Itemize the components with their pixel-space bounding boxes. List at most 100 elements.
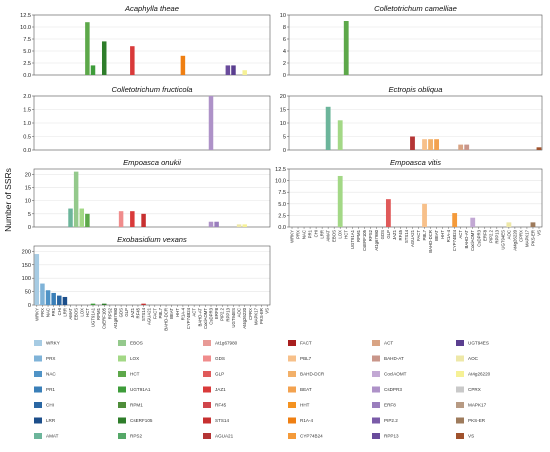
legend-label: FACT — [300, 341, 312, 346]
x-tick-label: PIP2.2 — [220, 307, 225, 321]
x-tick-label: WRKY — [290, 230, 295, 243]
legend-swatch — [34, 417, 42, 424]
legend-swatch — [203, 402, 211, 408]
y-tick-label: 6 — [283, 37, 286, 43]
legend-item: NAC — [34, 371, 56, 377]
x-tick-label: BAHD-DCR — [428, 230, 433, 253]
y-tick-label: 50 — [25, 290, 31, 296]
y-tick-label: 0 — [28, 225, 31, 231]
legend-item: MAPK17 — [456, 402, 487, 408]
legend-swatch — [372, 371, 380, 377]
bar-AOC — [236, 224, 242, 227]
legend-item: ACT — [372, 340, 393, 346]
x-tick-label: BAHD-DCR — [164, 308, 169, 331]
x-tick-label: MAPK17 — [524, 229, 529, 247]
legend-label: STS14 — [215, 418, 229, 423]
legend-item: AOC — [456, 355, 479, 362]
bar-AMAT — [325, 106, 331, 150]
x-tick-label: CHI — [57, 308, 62, 315]
legend-label: AMAT — [46, 434, 59, 439]
legend-swatch — [34, 402, 42, 408]
bar-WRKY — [34, 254, 40, 305]
legend-label: PRX — [46, 356, 55, 361]
x-tick-label: At4g26220 — [242, 307, 247, 328]
legend-swatch — [118, 386, 126, 393]
legend-item: CoclAOMT — [372, 371, 407, 377]
x-tick-label: EBOS — [332, 230, 337, 242]
legend-label: BEAT — [300, 387, 312, 392]
x-tick-label: GLP — [386, 230, 391, 239]
legend-item: CsDPR3 — [372, 386, 402, 393]
legend-label: CPRX — [468, 387, 481, 392]
x-tick-label: AGUA21 — [147, 307, 152, 325]
plot-frame — [33, 168, 271, 228]
legend-swatch — [203, 386, 211, 393]
legend-item: BAHD-AT — [372, 355, 404, 362]
x-tick-label: PKS-ER — [530, 230, 535, 246]
x-tick-label: GDS — [380, 230, 385, 239]
legend-item: AGUA21 — [203, 433, 234, 439]
legend-item: FACT — [288, 340, 312, 346]
bar-CoclAOMT — [470, 217, 476, 227]
x-tick-label: CPRX — [518, 230, 523, 242]
legend-item: At4g26220 — [456, 371, 491, 377]
bar-LOX — [337, 175, 343, 227]
panels: 0.0 2.5 5.0 7.5 10.0 12.5 Acaphylla theae 0 2 4 6 8… — [20, 4, 543, 331]
x-tick-label: JAZ1 — [130, 307, 135, 318]
legend-label: UGT94ES — [468, 341, 489, 346]
x-tick-label: CsDPR3 — [476, 229, 481, 246]
bar-PR1 — [51, 292, 56, 305]
y-tick-label: 5 — [28, 212, 31, 218]
legend-item: CYP74B24 — [288, 433, 323, 439]
y-tick-label: 5.0 — [23, 49, 31, 55]
legend-item: HCT — [118, 371, 140, 377]
bar-CsDPR3 — [208, 221, 214, 227]
x-tick-label: LRR — [62, 308, 67, 317]
y-tick-label: 4 — [283, 49, 286, 55]
x-tick-label: STS14 — [404, 229, 409, 243]
y-tick-label: 2.5 — [23, 61, 31, 67]
y-tick-label: 10 — [25, 199, 31, 205]
legend-label: CYP74B24 — [300, 434, 323, 439]
panel-5: 0 5 10 15 20 Empoasca onukii — [25, 158, 271, 231]
legend-swatch — [288, 371, 296, 377]
legend-item: PIP2.2 — [372, 417, 398, 424]
x-tick-label: UGT94ES — [500, 230, 505, 250]
legend-swatch — [288, 386, 296, 393]
bar-CsERF105 — [101, 303, 107, 305]
y-tick-label: 1.5 — [23, 108, 31, 114]
x-tick-label: CoclAOMT — [203, 308, 208, 329]
legend-label: HCT — [130, 372, 140, 377]
y-tick-label: 10.0 — [275, 179, 286, 185]
legend-label: AGUA21 — [215, 434, 234, 439]
bar-LRR — [62, 296, 68, 305]
bar-R1A-4 — [180, 55, 186, 75]
x-tick-label: PRX — [296, 230, 301, 239]
legend-label: RPP13 — [384, 434, 399, 439]
legend-label: ERF8 — [384, 403, 396, 408]
y-tick-label: 15 — [280, 108, 286, 114]
bar-At4g26220 — [242, 224, 247, 227]
legend-item: STS14 — [203, 417, 229, 424]
x-tick-label: RPS2 — [107, 307, 112, 319]
bar-GLP — [385, 199, 391, 227]
x-tick-label: PKS-ER — [259, 308, 264, 324]
x-tick-label: FACT — [416, 230, 421, 241]
bar-CsDPR3 — [208, 96, 214, 150]
legend-swatch — [118, 417, 126, 424]
x-tick-label: CPRX — [248, 308, 253, 320]
legend-label: CsERF105 — [130, 418, 153, 423]
legend: WRKY PRX NAC PR1 CHI LRR AMAT EBOS LOX HCT UGT91A1… — [34, 340, 491, 439]
x-tick-label: CsERF105 — [102, 307, 107, 329]
bar-LOX — [337, 120, 343, 150]
legend-swatch — [456, 433, 464, 439]
x-tick-label: ERF8 — [482, 229, 487, 241]
legend-swatch — [203, 417, 211, 424]
panel-1: 0.0 2.5 5.0 7.5 10.0 12.5 Acaphylla theae — [20, 4, 271, 79]
legend-item: CHI — [34, 402, 54, 408]
bar-UGT94ES — [231, 65, 236, 75]
bar-ACT — [458, 144, 464, 150]
legend-item: AMAT — [34, 433, 59, 439]
x-tick-label: UGT94ES — [231, 308, 236, 328]
